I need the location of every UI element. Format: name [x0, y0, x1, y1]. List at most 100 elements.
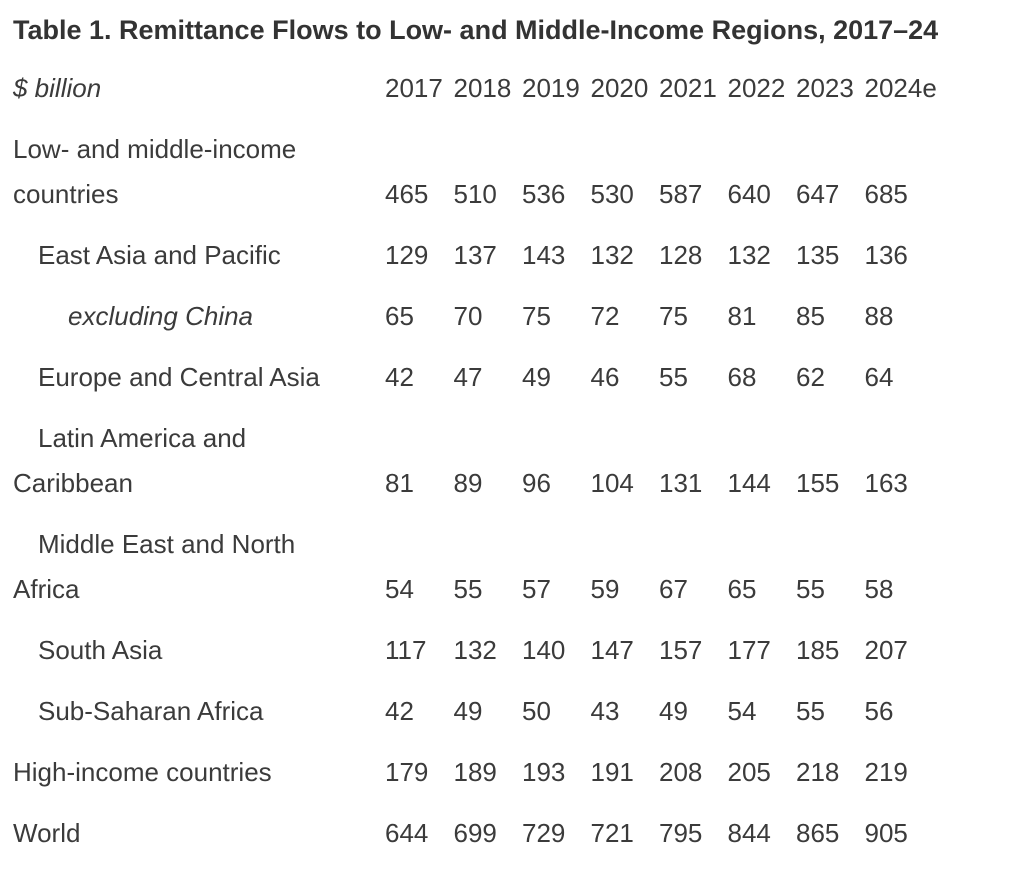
row-label: Europe and Central Asia: [38, 362, 320, 392]
value-cell: 587: [659, 179, 703, 209]
value-cell: 55: [796, 696, 825, 726]
year-header: 2017: [385, 73, 443, 103]
year-header: 2020: [590, 73, 649, 103]
value-cell: 70: [453, 301, 483, 331]
table-row: East Asia and Pacific 129 137 143 132 128 132 1…: [13, 225, 933, 286]
table-row: South Asia 117 132 140 147 157 177 185 207: [13, 620, 933, 681]
value-cell: 89: [453, 468, 483, 498]
row-label: East Asia and Pacific: [38, 240, 281, 270]
value-cell: 185: [796, 635, 840, 665]
value-cell: 132: [727, 240, 771, 270]
value-cell: 208: [659, 757, 703, 787]
table-row: Sub-Saharan Africa 42 49 50 43 49 54 55 56: [13, 681, 933, 742]
value-cell: 67: [659, 574, 688, 604]
value-cell: 144: [727, 468, 771, 498]
value-cell: 96: [522, 468, 551, 498]
header-row: $ billion 2017 2018 2019 2020 2021 2022 2023 20…: [13, 58, 937, 119]
value-cell: 58: [864, 574, 894, 604]
row-label: World: [13, 818, 81, 848]
value-cell: 57: [522, 574, 551, 604]
value-cell: 55: [796, 574, 825, 604]
value-cell: 536: [522, 179, 566, 209]
row-label: High-income countries: [13, 757, 272, 787]
value-cell: 117: [385, 635, 427, 665]
value-cell: 49: [522, 362, 551, 392]
value-cell: 155: [796, 468, 840, 498]
value-cell: 42: [385, 696, 414, 726]
value-cell: 55: [659, 362, 688, 392]
table-header: $ billion 2017 2018 2019 2020 2021 2022 2023 20…: [13, 58, 937, 119]
value-cell: 189: [453, 757, 497, 787]
value-cell: 55: [453, 574, 483, 604]
value-cell: 49: [453, 696, 483, 726]
table-row: High-income countries 179 189 193 191 208 205 2…: [13, 742, 933, 803]
row-label: Latin America and Caribbean: [13, 423, 247, 498]
value-cell: 132: [590, 240, 634, 270]
value-cell: 157: [659, 635, 703, 665]
value-cell: 143: [522, 240, 566, 270]
value-cell: 640: [727, 179, 771, 209]
row-label: Sub-Saharan Africa: [38, 696, 264, 726]
value-cell: 136: [864, 240, 908, 270]
table-body: Low- and middle-income countries 465 510 53…: [13, 119, 933, 864]
value-cell: 65: [385, 301, 414, 331]
value-cell: 129: [385, 240, 429, 270]
row-label: Middle East and North Africa: [13, 529, 296, 604]
value-cell: 844: [727, 818, 771, 848]
value-cell: 65: [727, 574, 757, 604]
value-cell: 699: [453, 818, 497, 848]
row-label: Low- and middle-income countries: [13, 134, 297, 209]
value-cell: 131: [659, 468, 703, 498]
unit-label: $ billion: [13, 73, 102, 103]
value-cell: 75: [659, 301, 688, 331]
table-row: World 644 699 729 721 795 844 865 905: [13, 803, 933, 864]
value-cell: 104: [590, 468, 634, 498]
table-row: Europe and Central Asia 42 47 49 46 55 68 62 64: [13, 347, 933, 408]
table-row: Latin America and Caribbean 81 89 96 104 131 1…: [13, 408, 933, 514]
value-cell: 218: [796, 757, 840, 787]
value-cell: 88: [864, 301, 894, 331]
value-cell: 85: [796, 301, 825, 331]
value-cell: 205: [727, 757, 771, 787]
year-header: 2018: [453, 73, 512, 103]
table-row: excluding China 65 70 75 72 75 81 85 88: [13, 286, 933, 347]
value-cell: 43: [590, 696, 620, 726]
value-cell: 59: [590, 574, 620, 604]
row-label: South Asia: [38, 635, 163, 665]
table-row: Middle East and North Africa 54 55 57 59 67 65…: [13, 514, 933, 620]
value-cell: 163: [864, 468, 908, 498]
value-cell: 177: [727, 635, 771, 665]
value-cell: 42: [385, 362, 414, 392]
value-cell: 510: [453, 179, 497, 209]
value-cell: 465: [385, 179, 429, 209]
value-cell: 137: [453, 240, 497, 270]
value-cell: 47: [453, 362, 483, 392]
value-cell: 729: [522, 818, 566, 848]
value-cell: 49: [659, 696, 688, 726]
value-cell: 68: [727, 362, 757, 392]
value-cell: 50: [522, 696, 551, 726]
value-cell: 530: [590, 179, 634, 209]
value-cell: 62: [796, 362, 825, 392]
value-cell: 219: [864, 757, 908, 787]
value-cell: 721: [590, 818, 634, 848]
value-cell: 56: [864, 696, 894, 726]
value-cell: 179: [385, 757, 429, 787]
value-cell: 795: [659, 818, 703, 848]
value-cell: 81: [727, 301, 757, 331]
value-cell: 72: [590, 301, 620, 331]
year-header: 2023: [796, 73, 854, 103]
value-cell: 54: [385, 574, 414, 604]
row-label: excluding China: [68, 301, 254, 331]
year-header: 2024e: [864, 73, 937, 103]
value-cell: 865: [796, 818, 840, 848]
value-cell: 64: [864, 362, 894, 392]
value-cell: 193: [522, 757, 566, 787]
value-cell: 147: [590, 635, 634, 665]
table-row: Low- and middle-income countries 465 510 53…: [13, 119, 933, 225]
value-cell: 905: [864, 818, 908, 848]
remittance-table: $ billion 2017 2018 2019 2020 2021 2022 2023 20…: [13, 58, 937, 864]
value-cell: 132: [453, 635, 497, 665]
value-cell: 685: [864, 179, 908, 209]
